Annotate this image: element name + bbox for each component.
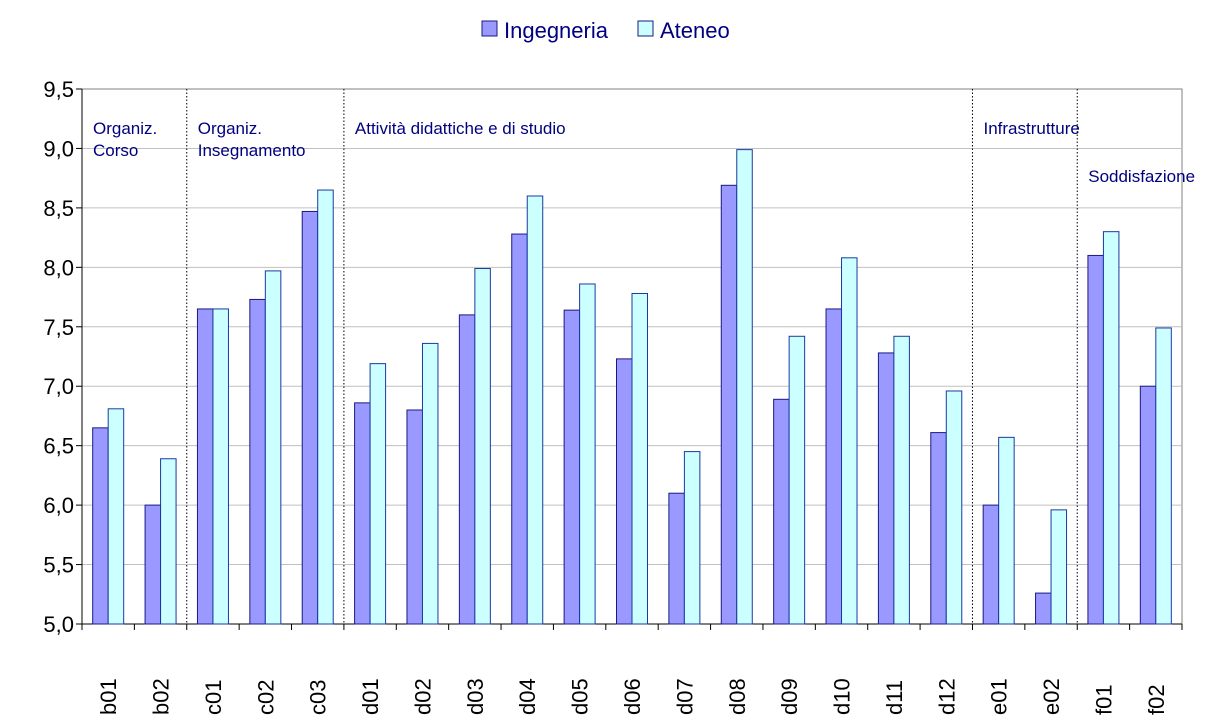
bar-ateneo-d07 [683, 451, 701, 625]
legend-label: Ingegneria [504, 18, 609, 43]
group-label: Organiz. Insegnamento [198, 119, 306, 160]
group-label: Organiz. Corso [93, 119, 157, 160]
bar-ateneo-d05 [579, 283, 596, 625]
bar-ingegneria-d09 [773, 398, 790, 625]
bar-ateneo-d02 [421, 342, 439, 625]
x-tick-label: d06 [620, 678, 645, 715]
bar-ingegneria-e02 [1035, 592, 1052, 625]
bar-ateneo-c02 [264, 270, 282, 625]
y-tick-label: 8,5 [43, 196, 74, 221]
x-tick-label: d02 [410, 678, 435, 715]
y-tick-label: 9,5 [43, 77, 74, 102]
legend-swatch [637, 20, 654, 37]
bar-ateneo-d08 [736, 149, 753, 625]
bar-ingegneria-d05 [563, 309, 581, 625]
bar-ingegneria-c03 [301, 210, 319, 625]
bar-ateneo-c03 [317, 189, 334, 625]
group-label: Soddisfazione [1088, 167, 1195, 186]
bar-ingegneria-f02 [1139, 385, 1157, 625]
bar-ateneo-c01 [212, 308, 229, 625]
x-tick-label: d11 [882, 680, 907, 715]
x-tick-label: d03 [463, 678, 488, 715]
x-tick-label: d07 [672, 678, 697, 715]
y-tick-label: 5,5 [43, 553, 74, 578]
bar-ateneo-d06 [631, 292, 648, 625]
bar-ateneo-e01 [998, 436, 1015, 625]
x-tick-label: d12 [934, 678, 959, 715]
bar-ateneo-d03 [474, 268, 491, 625]
y-tick-label: 9,0 [43, 136, 74, 161]
x-tick-label: e01 [987, 678, 1012, 715]
x-tick-label: f01 [1091, 684, 1116, 715]
x-tick-label: d09 [777, 678, 802, 715]
bar-ateneo-d10 [841, 257, 858, 625]
x-tick-label: c03 [306, 680, 331, 715]
x-tick-label: f02 [1144, 684, 1169, 715]
bar-ingegneria-b01 [92, 427, 109, 625]
group-label: Infrastrutture [983, 119, 1079, 138]
legend-swatch [481, 20, 498, 37]
bar-ateneo-d12 [945, 390, 963, 625]
bar-ingegneria-e01 [982, 504, 1000, 625]
x-tick-label: e02 [1039, 678, 1064, 715]
bar-ingegneria-f01 [1087, 254, 1104, 625]
bar-ingegneria-d10 [825, 308, 843, 625]
x-tick-label: d08 [725, 678, 750, 715]
group-label: Attività didattiche e di studio [355, 119, 566, 138]
y-tick-label: 6,0 [43, 493, 74, 518]
x-tick-label: d04 [515, 678, 540, 715]
bar-ingegneria-d06 [616, 358, 633, 625]
x-tick-label: b02 [149, 678, 174, 715]
bar-ingegneria-d04 [511, 233, 528, 625]
bar-ateneo-d09 [788, 335, 806, 625]
y-tick-label: 7,5 [43, 315, 74, 340]
bar-ingegneria-d02 [406, 409, 423, 625]
y-tick-label: 8,0 [43, 255, 74, 280]
bar-ingegneria-d12 [930, 432, 947, 625]
y-tick-label: 6,5 [43, 434, 74, 459]
x-tick-label: d10 [830, 678, 855, 715]
bar-ingegneria-b02 [144, 504, 162, 625]
bar-ateneo-d11 [893, 335, 910, 625]
y-tick-label: 5,0 [43, 612, 74, 637]
bar-ingegneria-d11 [877, 352, 895, 625]
x-tick-label: c01 [201, 680, 226, 715]
x-tick-label: b01 [96, 678, 121, 715]
bar-ateneo-d01 [369, 363, 387, 625]
bar-ateneo-f01 [1102, 231, 1120, 625]
y-tick-label: 7,0 [43, 374, 74, 399]
bar-ingegneria-d01 [354, 402, 371, 625]
bar-ateneo-d04 [526, 195, 544, 625]
legend-label: Ateneo [660, 18, 730, 43]
bar-ateneo-f02 [1155, 327, 1172, 625]
x-tick-label: c02 [253, 680, 278, 715]
bar-ingegneria-c02 [249, 298, 266, 625]
bar-ingegneria-d08 [720, 184, 738, 625]
bar-ingegneria-d07 [668, 492, 685, 625]
bar-ateneo-b02 [160, 458, 177, 625]
x-tick-label: d05 [568, 678, 593, 715]
bar-ateneo-e02 [1050, 509, 1068, 625]
x-tick-label: d01 [358, 678, 383, 715]
bar-ateneo-b01 [107, 408, 125, 625]
bar-ingegneria-d03 [458, 314, 476, 625]
bar-ingegneria-c01 [196, 308, 214, 625]
